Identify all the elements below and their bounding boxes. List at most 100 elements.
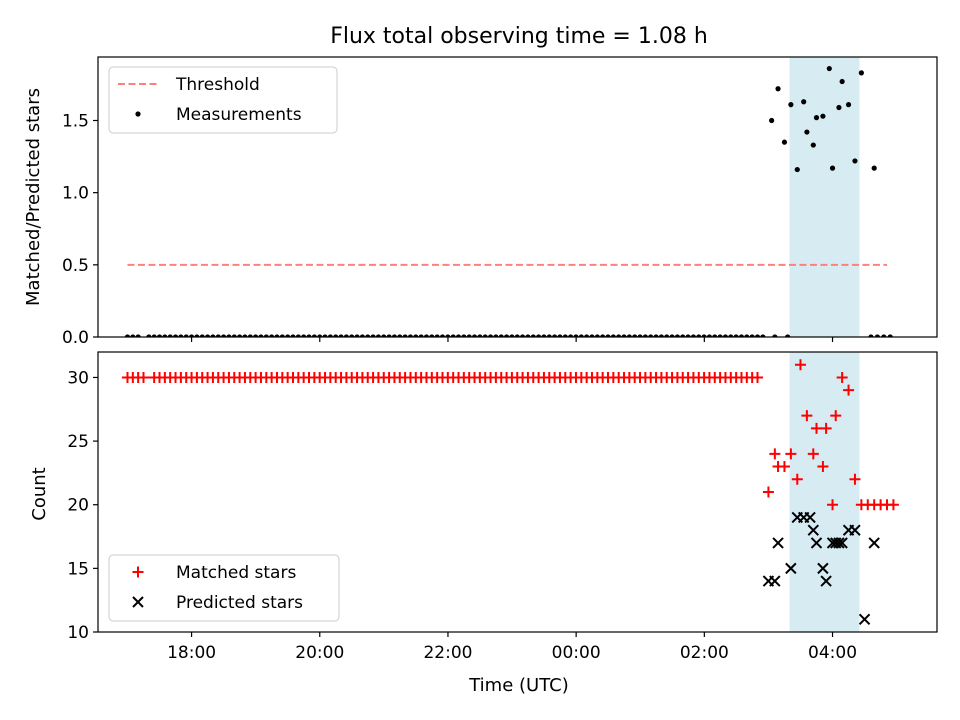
measurement-point (402, 334, 408, 337)
measurement-point (525, 334, 531, 337)
measurement-point (295, 334, 301, 337)
measurement-point (237, 334, 243, 337)
legend-matched-swatch (132, 566, 144, 578)
plot-area (124, 57, 893, 337)
matched-stars-point (843, 384, 855, 396)
measurement-point (642, 334, 648, 337)
measurement-point (738, 334, 745, 337)
predicted-stars-point (849, 524, 861, 536)
measurement-point (220, 334, 227, 337)
measurement-point (338, 334, 344, 337)
legend-label: Matched stars (176, 563, 296, 583)
measurement-point (744, 334, 750, 337)
measurement-point (242, 334, 248, 337)
measurement-point (845, 102, 852, 108)
matched-stars-point (887, 499, 899, 511)
bottom-subplot: 10 15 20 25 30 18:00 20:00 22:00 00:00 02:00 04:00… (67, 351, 938, 663)
measurement-point (124, 334, 131, 337)
measurement-point (669, 334, 675, 337)
measurement-point (274, 334, 280, 337)
measurement-point (594, 334, 600, 337)
predicted-stars-point (836, 537, 848, 549)
legend-label: Threshold (175, 75, 260, 95)
chart-title: Flux total observing time = 1.08 h (330, 24, 708, 49)
measurement-point (493, 334, 499, 337)
predicted-stars-point (804, 511, 816, 524)
measurement-point (258, 334, 264, 337)
measurement-point (658, 334, 664, 337)
measurement-point (429, 334, 435, 337)
measurement-point (183, 334, 189, 337)
measurement-point (199, 334, 205, 337)
measurement-point (546, 334, 552, 337)
legend: Matched stars Predicted stars (108, 554, 340, 622)
measurement-point (632, 334, 638, 337)
measurement-point (375, 334, 382, 337)
measurement-point (717, 334, 723, 337)
measurement-point (600, 334, 606, 337)
measurement-point (690, 334, 697, 337)
measurement-point (772, 334, 778, 337)
measurement-point (477, 334, 483, 337)
measurement-point (760, 334, 766, 337)
measurement-point (836, 104, 842, 111)
matched-stars-point (785, 448, 797, 460)
measurement-point (653, 334, 659, 337)
measurement-point (674, 334, 681, 337)
measurement-point (509, 334, 515, 337)
measurement-point (621, 334, 627, 337)
legend-measurement-swatch (135, 111, 141, 117)
measurement-point (215, 334, 221, 337)
observing-window-span (789, 352, 860, 632)
matched-stars-point (811, 422, 823, 434)
measurement-point (605, 334, 611, 337)
measurement-point (664, 334, 670, 337)
measurement-point (167, 334, 173, 337)
y-tick-label: 1.0 (62, 184, 89, 204)
measurement-point (680, 334, 686, 337)
matched-stars-point (138, 371, 150, 383)
measurement-point (439, 334, 446, 337)
measurement-point (322, 334, 328, 337)
measurement-point (445, 334, 451, 337)
measurement-point (696, 334, 702, 337)
bottom-y-axis-label: Count (29, 467, 50, 520)
measurement-point (852, 158, 858, 164)
matched-stars-point (849, 473, 861, 485)
measurement-point (801, 99, 807, 105)
measurement-point (733, 334, 739, 337)
measurement-point (813, 115, 820, 121)
measurement-point (887, 334, 893, 337)
measurement-point (311, 334, 317, 337)
y-tick-label: 20 (67, 496, 89, 516)
measurement-point (162, 334, 168, 337)
predicted-stars-point (769, 575, 781, 587)
measurement-point (728, 334, 734, 337)
measurement-point (327, 334, 333, 337)
measurement-point (455, 334, 462, 337)
measurement-point (826, 65, 832, 72)
predicted-stars-point (772, 537, 784, 549)
x-tick-label: 04:00 (808, 643, 857, 663)
predicted-stars-point (817, 562, 829, 575)
measurement-point (535, 334, 542, 337)
y-tick-label: 1.5 (62, 112, 89, 132)
x-tick-label: 00:00 (552, 643, 601, 663)
measurement-point (413, 334, 419, 337)
measurement-point (306, 334, 312, 337)
x-tick-label: 02:00 (680, 643, 729, 663)
matched-stars-point (778, 461, 790, 473)
y-tick-label: 0.5 (62, 256, 89, 276)
predicted-stars-point (820, 575, 832, 587)
measurement-point (156, 334, 163, 337)
matched-stars-point (751, 371, 763, 383)
measurement-point (530, 334, 536, 337)
axes-frame (97, 56, 938, 338)
measurement-point (333, 334, 339, 337)
measurement-point (785, 334, 791, 337)
matched-stars-point (820, 422, 832, 434)
matched-stars-point (827, 499, 839, 511)
legend-box (108, 554, 340, 622)
measurement-point (359, 334, 366, 337)
measurement-point (712, 334, 718, 337)
